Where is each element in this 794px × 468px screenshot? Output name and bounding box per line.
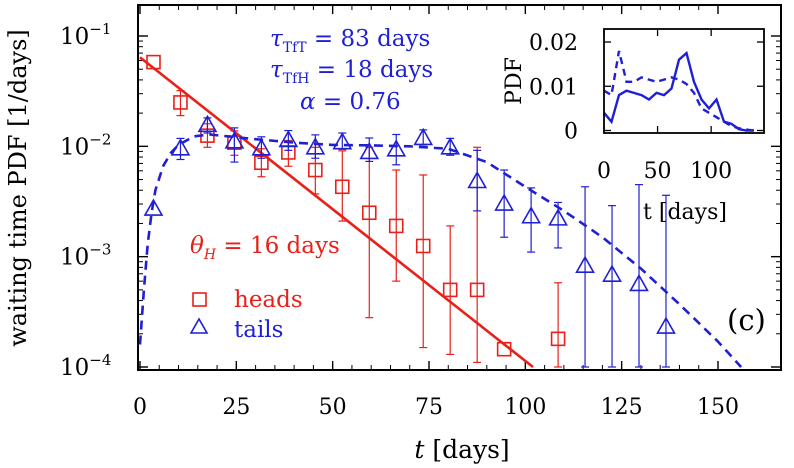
inset-y-axis-label: PDF bbox=[502, 57, 527, 105]
heads-marker bbox=[146, 54, 161, 70]
tails-marker bbox=[305, 137, 326, 155]
heads-marker bbox=[415, 238, 431, 254]
x-tick-label: 125 bbox=[601, 395, 643, 420]
tails-series bbox=[138, 114, 743, 368]
inset-series bbox=[603, 50, 755, 132]
main-x-axis-label: t [days] bbox=[414, 435, 509, 464]
x-tick-label: 75 bbox=[415, 395, 443, 420]
heads-marker bbox=[469, 282, 485, 298]
tails-marker bbox=[629, 273, 649, 292]
tails-marker bbox=[170, 138, 191, 156]
tails-marker bbox=[224, 131, 245, 149]
inset-solid-line bbox=[603, 50, 754, 132]
inset-axis-ticks: 0 0.01 0.02 0 50 100 bbox=[529, 29, 764, 184]
heads-series bbox=[139, 54, 566, 369]
y-tick-label: 10−1 bbox=[60, 20, 111, 50]
main-y-axis-label: waiting time PDF [1/days] bbox=[4, 29, 32, 347]
alpha-annotation: α = 0.76 bbox=[300, 89, 401, 115]
heads-marker bbox=[550, 331, 566, 347]
y-tick-label: 10−4 bbox=[60, 351, 111, 381]
tails-fit-line bbox=[138, 133, 743, 368]
legend-tails-marker bbox=[189, 317, 209, 334]
tails-marker bbox=[467, 170, 488, 189]
theta-h-annotation: θH = 16 days bbox=[190, 233, 340, 263]
heads-marker bbox=[334, 179, 350, 195]
tails-marker bbox=[251, 138, 272, 156]
x-tick-label: 50 bbox=[319, 395, 347, 420]
x-tick-label: 100 bbox=[504, 395, 546, 420]
tails-marker bbox=[521, 206, 541, 224]
tails-marker bbox=[278, 129, 299, 148]
tau-tft-annotation: τTfT = 83 days bbox=[270, 26, 430, 56]
tails-marker bbox=[197, 114, 218, 133]
inset-x-tick-label: 100 bbox=[690, 159, 732, 184]
tails-marker bbox=[440, 137, 461, 155]
heads-marker bbox=[173, 95, 188, 110]
tails-marker bbox=[656, 316, 676, 334]
y-tick-label: 10−2 bbox=[60, 130, 111, 160]
tails-marker bbox=[575, 255, 595, 273]
legend-heads-marker bbox=[192, 292, 207, 307]
heads-marker bbox=[442, 282, 458, 298]
heads-marker bbox=[496, 341, 512, 357]
heads-marker bbox=[308, 162, 323, 178]
x-tick-label: 25 bbox=[222, 395, 250, 420]
inset-y-tick-label: 0.02 bbox=[529, 31, 578, 56]
panel-label: (c) bbox=[727, 303, 766, 337]
inset-y-tick-label: 0 bbox=[564, 120, 578, 145]
inset-y-tick-label: 0.01 bbox=[529, 75, 578, 100]
legend: heads tails bbox=[189, 287, 303, 343]
legend-tails-label: tails bbox=[234, 317, 283, 343]
fit-parameters: τTfT = 83 days τTfH = 18 days α = 0.76 bbox=[270, 26, 433, 115]
inset-plot-frame bbox=[603, 28, 765, 134]
heads-fit-line bbox=[139, 56, 534, 369]
tails-marker bbox=[332, 132, 353, 150]
x-tick-label: 150 bbox=[697, 395, 739, 420]
tails-marker bbox=[602, 264, 622, 282]
inset-dashed-line bbox=[603, 50, 755, 132]
y-tick-label: 10−3 bbox=[60, 241, 111, 271]
inset-x-tick-label: 0 bbox=[597, 159, 611, 184]
main-plot-frame bbox=[137, 4, 782, 371]
heads-marker bbox=[361, 205, 377, 221]
tails-marker bbox=[413, 127, 434, 146]
inset-chart: 0 0.01 0.02 0 50 100 PDF t [days] bbox=[502, 28, 765, 225]
tails-marker bbox=[548, 208, 568, 226]
tau-tfh-annotation: τTfH = 18 days bbox=[270, 57, 433, 87]
main-chart: 0 25 50 75 100 125 150 10−1 10−2 10−3 10−4 t [days… bbox=[4, 4, 782, 464]
legend-heads-label: heads bbox=[234, 287, 303, 313]
inset-x-tick-label: 50 bbox=[644, 159, 672, 184]
x-tick-label: 0 bbox=[133, 395, 147, 420]
tails-marker bbox=[359, 141, 380, 160]
main-axis-ticks: 0 25 50 75 100 125 150 10−1 10−2 10−3 10−4 bbox=[60, 5, 781, 420]
tails-marker bbox=[386, 139, 407, 157]
inset-x-axis-label: t [days] bbox=[643, 200, 727, 225]
heads-marker bbox=[388, 218, 404, 234]
main-series bbox=[138, 54, 743, 369]
tails-marker bbox=[494, 193, 515, 211]
tails-marker bbox=[143, 198, 164, 216]
